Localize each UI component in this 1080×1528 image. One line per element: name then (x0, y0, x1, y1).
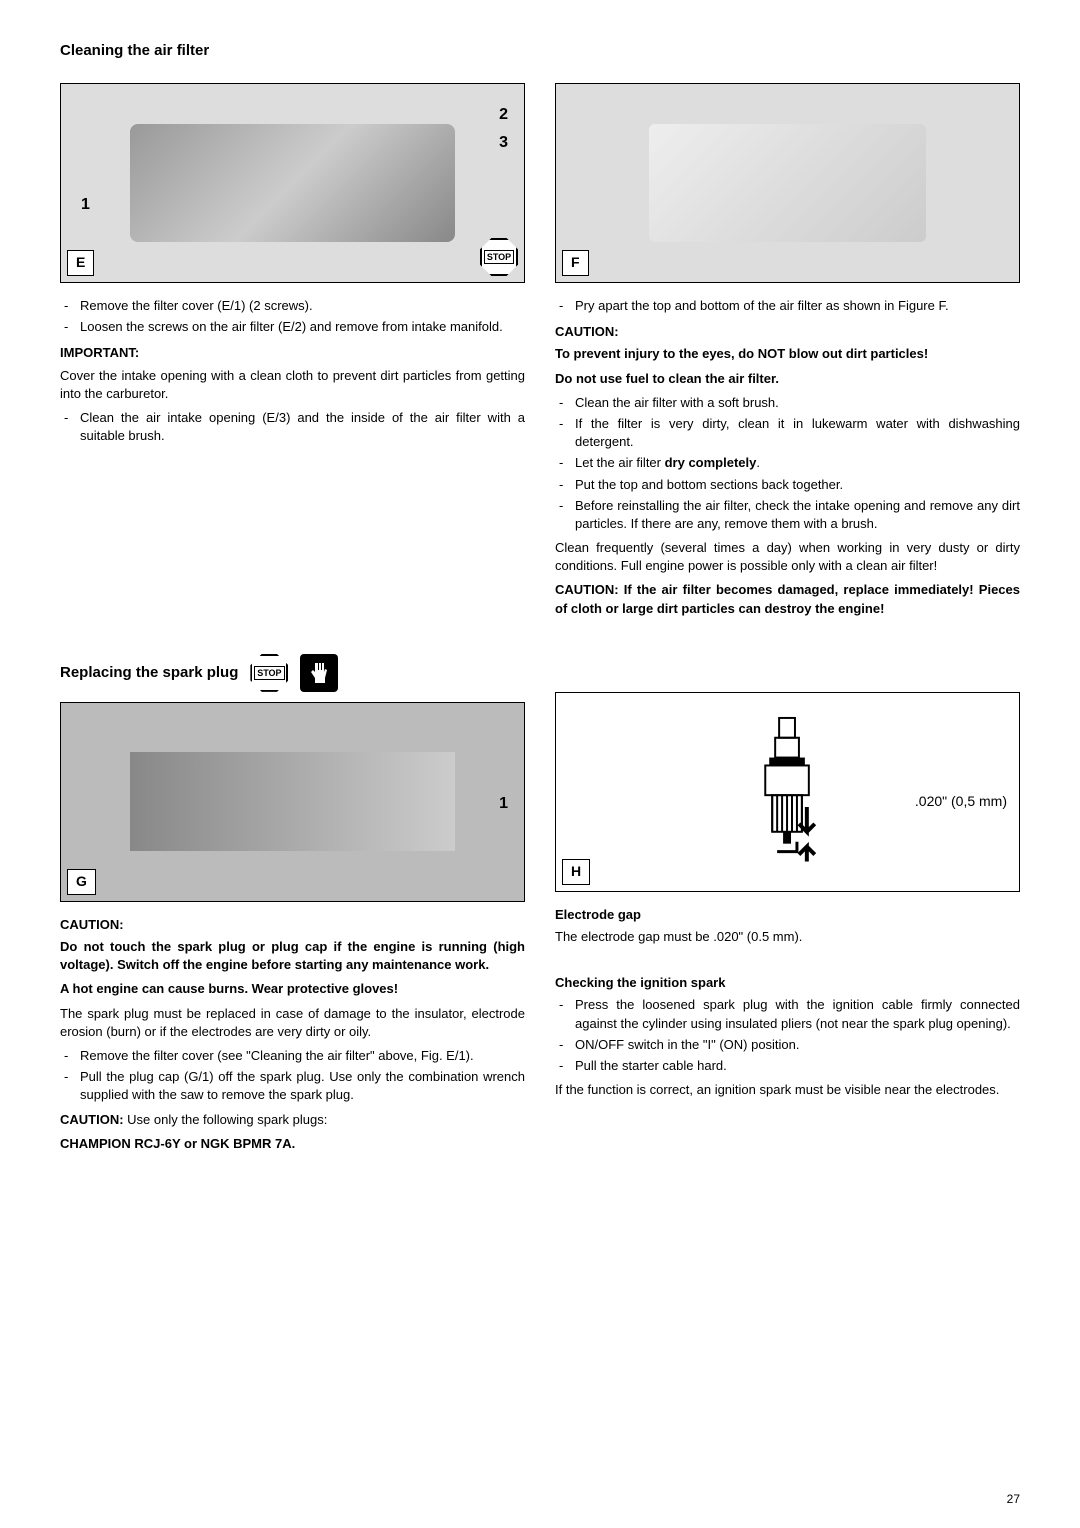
ignition-heading: Checking the ignition spark (555, 974, 1020, 992)
figure-label-e: E (67, 250, 94, 276)
figure-h: .020" (0,5 mm) H (555, 692, 1020, 892)
important-text: Cover the intake opening with a clean cl… (60, 367, 525, 403)
plugcap-illustration (130, 752, 454, 851)
list-item: Remove the filter cover (E/1) (2 screws)… (60, 297, 525, 315)
no-fuel-text: Do not use fuel to clean the air filter. (555, 370, 1020, 388)
replace-text: The spark plug must be replaced in case … (60, 1005, 525, 1041)
page-number: 27 (1007, 1491, 1020, 1508)
ignition-correct: If the function is correct, an ignition … (555, 1081, 1020, 1099)
callout-2: 2 (499, 104, 508, 126)
hot-engine-text: A hot engine can cause burns. Wear prote… (60, 980, 525, 998)
section-title-spark-plug: Replacing the spark plug (60, 662, 238, 683)
spark-plug-models: CHAMPION RCJ-6Y or NGK BPMR 7A. (60, 1135, 525, 1153)
instruction-list: Clean the air filter with a soft brush. … (555, 394, 1020, 533)
list-item: Press the loosened spark plug with the i… (555, 996, 1020, 1032)
important-label: IMPORTANT: (60, 344, 525, 362)
list-item: Remove the filter cover (see "Cleaning t… (60, 1047, 525, 1065)
electrode-text: The electrode gap must be .020" (0.5 mm)… (555, 928, 1020, 946)
instruction-list: Press the loosened spark plug with the i… (555, 996, 1020, 1075)
electrode-heading: Electrode gap (555, 906, 1020, 924)
list-item: ON/OFF switch in the "I" (ON) position. (555, 1036, 1020, 1054)
list-item: Before reinstalling the air filter, chec… (555, 497, 1020, 533)
list-item: Put the top and bottom sections back tog… (555, 476, 1020, 494)
figure-label-h: H (562, 859, 590, 885)
list-item: Clean the air intake opening (E/3) and t… (60, 409, 525, 445)
caution-text: Do not touch the spark plug or plug cap … (60, 938, 525, 974)
list-item: Loosen the screws on the air filter (E/2… (60, 318, 525, 336)
filter-illustration (649, 124, 927, 243)
instruction-list: Remove the filter cover (see "Cleaning t… (60, 1047, 525, 1105)
list-item: Let the air filter dry completely. (555, 454, 1020, 472)
instruction-list: Remove the filter cover (E/1) (2 screws)… (60, 297, 525, 336)
caution-text: To prevent injury to the eyes, do NOT bl… (555, 345, 1020, 363)
figure-g: 1 G (60, 702, 525, 902)
list-item: Clean the air filter with a soft brush. (555, 394, 1020, 412)
caution-damaged: CAUTION: If the air filter becomes damag… (555, 581, 1020, 617)
figure-label-g: G (67, 869, 96, 895)
instruction-list: Pry apart the top and bottom of the air … (555, 297, 1020, 315)
list-item: Pry apart the top and bottom of the air … (555, 297, 1020, 315)
list-item: Pull the plug cap (G/1) off the spark pl… (60, 1068, 525, 1104)
figure-label-f: F (562, 250, 589, 276)
clean-freq-text: Clean frequently (several times a day) w… (555, 539, 1020, 575)
glove-icon (300, 654, 338, 692)
figure-f: F (555, 83, 1020, 283)
gap-measurement: .020" (0,5 mm) (915, 792, 1007, 812)
figure-e: 2 3 1 E STOP (60, 83, 525, 283)
caution-plugs-intro: CAUTION: Use only the following spark pl… (60, 1111, 525, 1129)
caution-label: CAUTION: (555, 323, 1020, 341)
list-item: If the filter is very dirty, clean it in… (555, 415, 1020, 451)
callout-g1: 1 (499, 793, 508, 815)
stop-icon: STOP (250, 654, 288, 692)
instruction-list: Clean the air intake opening (E/3) and t… (60, 409, 525, 445)
chainsaw-illustration (130, 124, 454, 243)
sparkplug-illustration (625, 713, 949, 871)
caution-label: CAUTION: (60, 916, 525, 934)
callout-1: 1 (81, 194, 90, 216)
list-item: Pull the starter cable hard. (555, 1057, 1020, 1075)
stop-icon: STOP (480, 238, 518, 276)
callout-3: 3 (499, 132, 508, 154)
section-title-air-filter: Cleaning the air filter (60, 40, 1020, 61)
